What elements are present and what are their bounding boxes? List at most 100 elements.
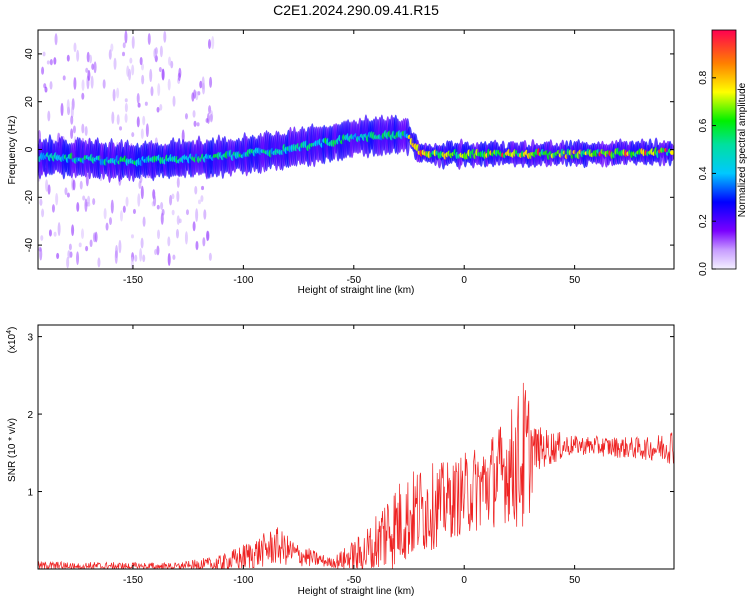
snr-y-tick-label: 3 [27,333,33,344]
spectrogram-cell [97,257,101,268]
spectrogram-cell [206,230,210,242]
spectrogram-y-ticks: -40 -20 0 20 40 [24,48,674,252]
spectrogram-cell [103,208,107,220]
spectrogram-cell [53,57,57,65]
spectrogram-cell [40,235,44,241]
spectrogram-cell [78,242,82,248]
spectrogram-cell [149,68,153,83]
spectrogram-cell [89,54,93,64]
spectrogram-cell [84,198,88,212]
snr-x-axis-label: Height of straight line (km) [298,586,415,597]
spectrogram-cell [139,56,143,66]
snr-series-line [38,382,674,569]
spectrogram-cell [170,60,174,69]
spectrogram-cell [48,229,52,237]
colorbar-tick-label: 0.4 [698,166,709,180]
spectrogram-y-tick-label: 20 [24,96,35,108]
colorbar: 0.0 0.2 0.4 0.6 0.8 Normalized spectral ampl… [698,29,748,276]
spectrogram-cell [42,51,46,57]
snr-y-axis-label: SNR (10 * v/v) [7,418,18,482]
spectrogram-cell [196,122,200,127]
spectrogram-cell [122,51,126,57]
spectrogram-cell [53,231,57,237]
snr-x-tick-label: -150 [123,575,143,586]
spectrogram-cell [54,33,58,46]
spectrogram-cell [181,129,185,143]
spectrogram-cell [156,204,160,210]
spectrogram-cell [92,198,96,206]
spectrogram-cell [114,250,118,264]
spectrogram-cell [67,250,71,259]
spectrogram-cell [60,102,64,116]
spectrogram-cell [184,231,188,245]
spectrogram-cell [153,48,157,59]
spectrogram-cell [81,123,85,134]
colorbar-tick-label: 0.6 [698,118,709,132]
snr-x-tick-label: 0 [461,575,467,586]
spectrogram-cell [66,256,70,269]
spectrogram-cell [140,185,144,200]
spectrogram-cell [175,228,179,239]
spectrogram-cell [191,92,195,102]
spectrogram-cell [91,63,95,70]
spectrogram-marks [38,30,674,269]
snr-y-tick-label: 2 [27,410,33,421]
spectrogram-cell [105,222,109,231]
spectrogram-cell [150,86,154,97]
spectrogram-cell [171,209,175,216]
spectrogram-cell [47,110,51,122]
spectrogram-cell [44,86,48,93]
spectrogram-cell [140,237,144,249]
spectrogram-cell [85,67,89,73]
spectrogram-cell [207,39,211,49]
spectrogram-cell [142,216,146,227]
spectrogram-cell [108,49,112,60]
colorbar-tick-label: 0.8 [698,70,709,84]
spectrogram-cell [141,74,145,85]
spectrogram-cell [81,79,85,91]
spectrogram-cell [72,179,76,191]
spectrogram-cell [200,195,204,203]
spectrogram-cell [131,132,135,138]
spectrogram-cell [140,128,144,140]
spectrogram-cell [153,195,157,207]
spectrogram-cell [209,113,213,123]
colorbar-tick-label: 0.0 [698,262,709,276]
spectrogram-cell [70,128,74,140]
spectrogram-x-tick-label: -50 [347,275,362,286]
spectrogram-cell [168,56,172,66]
spectrogram-cell [110,199,114,214]
colorbar-ticks: 0.0 0.2 0.4 0.6 0.8 [698,70,716,276]
spectrogram-cell [79,180,83,190]
spectrogram-cell [122,205,126,213]
spectrogram-cell [176,215,180,226]
spectrogram-cell [47,184,51,195]
spectrogram-cell [157,229,161,240]
spectrogram-cell [137,102,141,108]
spectrogram-cell [178,218,182,224]
spectrogram-cell [41,208,45,218]
spectrogram-cell [144,101,148,106]
snr-x-tick-label: -100 [233,575,253,586]
spectrogram-cell [178,67,182,79]
spectrogram-y-axis-label: Frequency (Hz) [7,116,18,185]
snr-y-scale-label: (x104) [6,327,18,354]
spectrogram-cell [161,208,165,216]
spectrogram-cell [142,254,146,263]
spectrogram-cell [71,224,75,237]
spectrogram-y-tick-label: 40 [24,48,35,60]
snr-x-tick-label: 50 [569,575,581,586]
spectrogram-cell [161,68,165,81]
spectrogram-x-tick-label: 50 [569,275,581,286]
spectrogram-cell [195,208,199,222]
spectrogram-cell [102,79,106,89]
spectrogram-cell [45,179,49,192]
spectrogram-cell [87,69,91,82]
spectrogram-x-tick-label: -100 [233,275,253,286]
spectrogram-cell [176,177,180,188]
spectrogram-cell [116,87,120,99]
spectrogram-cell [169,194,173,206]
spectrogram-cell [80,228,84,240]
spectrogram-cell [199,80,203,89]
spectrogram-cell [156,245,160,256]
